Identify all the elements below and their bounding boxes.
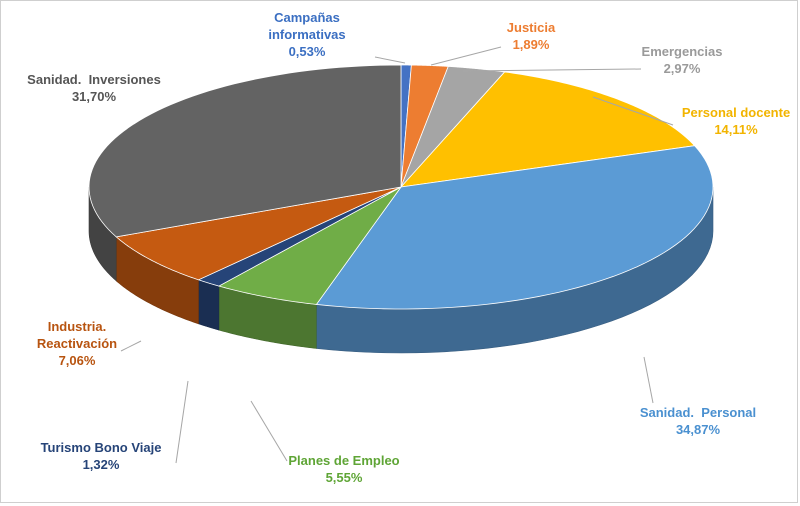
slice-sanidad-inversiones (88, 64, 402, 238)
slice-value-label-personal-docente: 14,11% (714, 122, 758, 137)
slice-name-label-industria-reactivacion: Reactivación (37, 336, 117, 351)
slice-name-label-sanidad-personal: Sanidad. Personal (640, 405, 756, 420)
slice-personal-docente (399, 71, 696, 188)
leader-line-industria-reactivacion (120, 340, 142, 352)
slice-name-label-planes-de-empleo: Planes de Empleo (288, 453, 399, 468)
leader-line-turismo-bono-viaje (175, 380, 189, 464)
leader-line-campanas-informativas (374, 56, 406, 64)
leader-line-personal-docente (592, 96, 674, 126)
leader-lines (120, 46, 674, 464)
slice-name-label-campanas-informativas: Campañas (274, 10, 340, 25)
slice-name-label-sanidad-inversiones: Sanidad. Inversiones (27, 72, 161, 87)
slice-labels: Campañas informativas 0,53% Justicia 1,89% Em… (27, 10, 790, 485)
pie-tops (88, 64, 714, 310)
slice-value-label-sanidad-personal: 34,87% (676, 422, 721, 437)
slice-turismo-bono-viaje (197, 186, 402, 287)
slice-name-label-personal-docente: Personal docente (682, 105, 790, 120)
slice-side-turismo-bono-viaje (198, 279, 220, 331)
leader-line-justicia (430, 46, 502, 66)
slice-sanidad-personal (315, 145, 714, 310)
leader-line-emergencias (462, 68, 642, 72)
slice-value-label-planes-de-empleo: 5,55% (326, 470, 363, 485)
slice-name-label-justicia: Justicia (507, 20, 556, 35)
slice-value-label-turismo-bono-viaje: 1,32% (83, 457, 120, 472)
slice-value-label-justicia: 1,89% (513, 37, 550, 52)
leader-line-planes-de-empleo (250, 400, 288, 462)
slice-name-label-emergencias: Emergencias (642, 44, 723, 59)
leader-line-sanidad-personal (643, 356, 654, 404)
slice-name-label-campanas-informativas: informativas (268, 27, 345, 42)
slice-industria-reactivacion (115, 186, 402, 281)
slice-value-label-industria-reactivacion: 7,06% (59, 353, 96, 368)
slice-value-label-campanas-informativas: 0,53% (289, 44, 326, 59)
slice-planes-de-empleo (217, 186, 402, 305)
slice-value-label-sanidad-inversiones: 31,70% (72, 89, 117, 104)
slice-value-label-emergencias: 2,97% (664, 61, 701, 76)
slice-name-label-industria-reactivacion: Industria. (48, 319, 107, 334)
slice-name-label-turismo-bono-viaje: Turismo Bono Viaje (41, 440, 162, 455)
